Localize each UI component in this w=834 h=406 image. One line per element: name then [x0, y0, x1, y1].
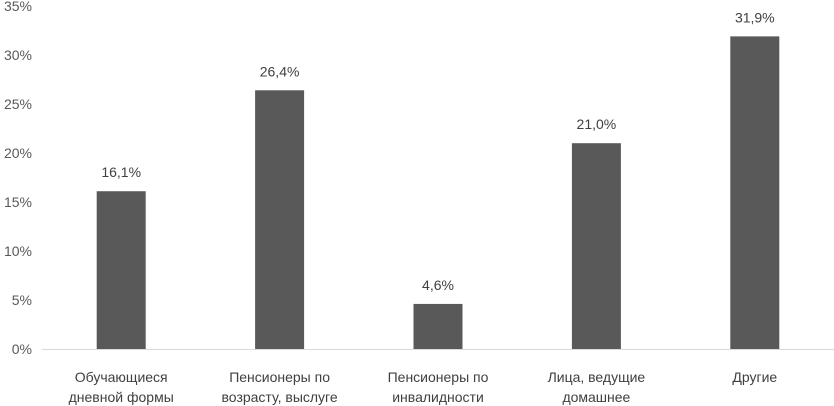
y-axis: 0% 5% 10% 15% 20% 25% 30% 35% — [4, 0, 32, 357]
x-tick-label: Пенсионеры по — [229, 369, 330, 385]
bar — [255, 90, 305, 349]
y-tick-label: 10% — [4, 243, 32, 259]
bar — [96, 191, 146, 349]
x-tick-label: Лица, ведущие — [548, 369, 646, 385]
data-label: 26,4% — [260, 63, 300, 79]
bar — [571, 143, 621, 349]
data-labels: 16,1% 26,4% 4,6% 21,0% 31,9% — [101, 9, 774, 293]
x-tick-label: Пенсионеры по — [388, 369, 489, 385]
data-label: 4,6% — [422, 277, 454, 293]
y-tick-label: 0% — [12, 341, 32, 357]
x-tick-label: Обучающиеся — [75, 369, 168, 385]
x-tick-label: возрасту, выслуге — [222, 389, 338, 405]
x-axis: Обучающиеся дневной формы Пенсионеры по воз… — [42, 349, 834, 405]
data-label: 16,1% — [101, 164, 141, 180]
bars — [96, 36, 780, 349]
y-tick-label: 30% — [4, 47, 32, 63]
x-tick-label: дневной формы — [69, 389, 174, 405]
x-tick-label: Другие — [732, 369, 777, 385]
y-tick-label: 5% — [12, 292, 32, 308]
y-tick-label: 20% — [4, 145, 32, 161]
y-tick-label: 35% — [4, 0, 32, 14]
x-tick-label: домашнее — [562, 389, 630, 405]
bar — [730, 36, 780, 349]
bar — [413, 303, 463, 349]
data-label: 21,0% — [577, 116, 617, 132]
y-tick-label: 15% — [4, 194, 32, 210]
y-tick-label: 25% — [4, 96, 32, 112]
data-label: 31,9% — [735, 9, 775, 25]
x-tick-label: инвалидности — [392, 389, 484, 405]
